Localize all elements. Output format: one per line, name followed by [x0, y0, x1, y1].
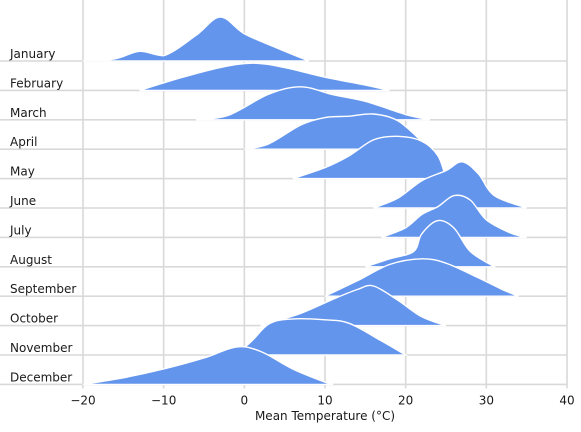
month-label-march: March [10, 106, 47, 120]
month-label-december: December [10, 370, 72, 384]
month-label-january: January [9, 47, 56, 61]
x-tick-label: 10 [317, 393, 332, 407]
month-label-may: May [10, 165, 35, 179]
month-label-november: November [10, 341, 72, 355]
month-label-september: September [10, 282, 76, 296]
month-label-august: August [10, 253, 52, 267]
month-label-april: April [10, 135, 37, 149]
month-label-february: February [10, 76, 63, 90]
x-tick-label: 0 [241, 393, 249, 407]
x-tick-label: 20 [398, 393, 413, 407]
ridge-january [82, 16, 310, 62]
month-label-july: July [9, 223, 32, 237]
x-tick-label: −10 [151, 393, 176, 407]
ridge-november [211, 317, 409, 356]
ridge-layer [0, 16, 567, 386]
ridge-february [139, 62, 390, 92]
x-axis: Mean Temperature (°C) −20 −10 0 10 20 30 40 [70, 393, 574, 423]
month-label-june: June [9, 194, 36, 208]
ridge-june [373, 161, 527, 209]
ridge-july [381, 194, 527, 239]
x-tick-label: −20 [70, 393, 95, 407]
ridge-august [365, 219, 497, 268]
ridge-december [82, 346, 334, 386]
ridge-october [260, 284, 447, 327]
month-label-october: October [10, 312, 58, 326]
x-tick-label: 40 [559, 393, 574, 407]
x-tick-label: 30 [479, 393, 494, 407]
ridge-may [292, 135, 447, 180]
month-label-layer: January February March April May June July Augu… [9, 47, 76, 384]
ridge-march [195, 86, 431, 121]
x-axis-label: Mean Temperature (°C) [255, 409, 395, 423]
